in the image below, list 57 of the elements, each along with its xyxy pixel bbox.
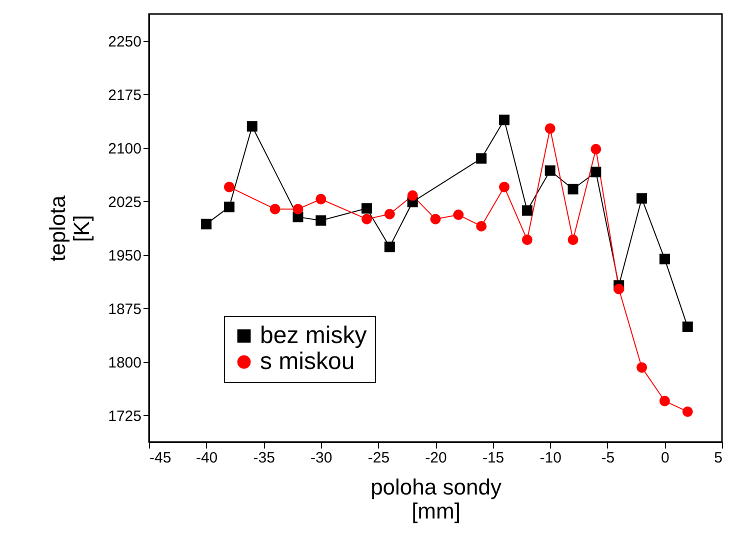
x-axis-title: poloha sondy [mm] <box>370 474 502 524</box>
point <box>361 203 372 214</box>
point <box>201 218 212 230</box>
point <box>682 406 693 417</box>
point <box>544 165 556 176</box>
x-tick-label: -20 <box>425 450 447 466</box>
point <box>270 204 280 214</box>
point <box>590 166 602 178</box>
point <box>659 396 670 406</box>
y-tick-label: 1725 <box>108 408 142 425</box>
x-tick-label: -15 <box>482 450 504 466</box>
legend-label: bez misky <box>260 322 367 349</box>
point <box>590 144 602 154</box>
x-tick-label: -30 <box>310 450 332 466</box>
point <box>476 220 487 232</box>
x-tick-label: 0 <box>661 450 670 466</box>
point <box>453 210 464 220</box>
point <box>614 284 624 294</box>
x-tick-label: -45 <box>150 450 172 466</box>
point <box>636 362 648 373</box>
x-tick-label: -35 <box>253 450 275 466</box>
y-tick-label: 2025 <box>108 194 142 211</box>
point <box>522 205 532 216</box>
point <box>682 322 693 332</box>
point <box>568 234 578 246</box>
point <box>384 208 395 220</box>
point <box>659 254 670 264</box>
x-tick-label: -10 <box>540 450 562 466</box>
y-tick-label: 1950 <box>108 247 142 264</box>
point <box>430 214 441 224</box>
point <box>316 215 326 226</box>
point <box>316 194 326 204</box>
y-tick-label: 2250 <box>108 33 142 50</box>
point <box>636 193 648 204</box>
x-tick-label: 5 <box>714 450 722 466</box>
point <box>361 214 372 224</box>
point <box>224 202 234 212</box>
y-tick-label: 2175 <box>108 86 142 104</box>
point <box>499 114 510 126</box>
point <box>384 242 395 252</box>
y-axis-title: teplota [K] <box>45 194 94 262</box>
x-tick-label: -40 <box>196 450 218 466</box>
legend-label: s miskou <box>260 348 355 375</box>
y-tick-label: 1875 <box>108 300 142 318</box>
point <box>246 121 258 132</box>
point <box>568 184 578 194</box>
y-tick-label: 1800 <box>108 354 142 372</box>
x-tick-label: -5 <box>601 450 615 466</box>
y-tick-label: 2100 <box>108 140 142 158</box>
point <box>292 204 304 214</box>
point <box>522 234 532 246</box>
point <box>544 123 556 134</box>
point <box>476 153 487 164</box>
point <box>499 182 510 192</box>
point <box>224 182 234 192</box>
x-tick-label: -25 <box>368 450 390 466</box>
point <box>407 190 418 201</box>
